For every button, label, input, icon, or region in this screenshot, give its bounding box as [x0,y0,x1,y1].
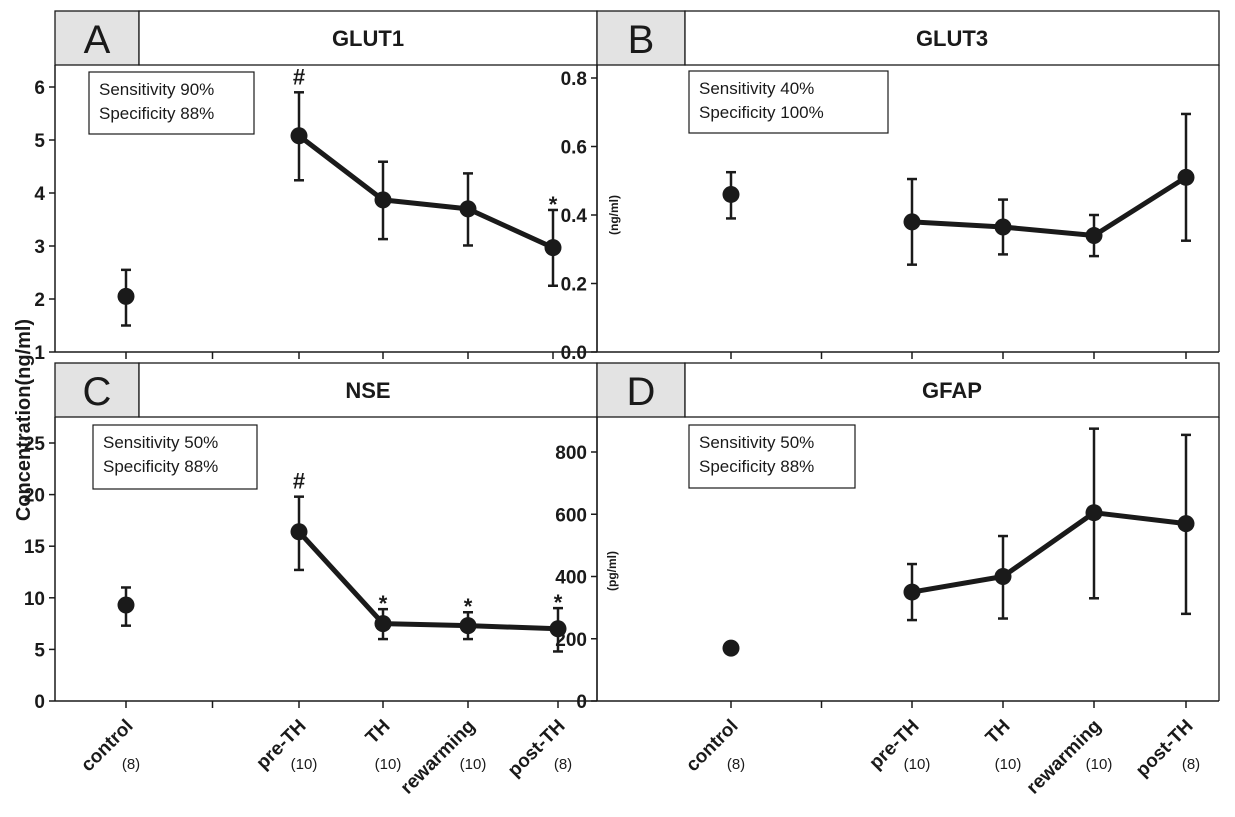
y-tick-label: 25 [24,434,46,455]
panel-letter: B [628,18,655,62]
data-point [903,213,921,231]
series-line [297,133,555,250]
specificity-text: Specificity 88% [103,457,218,476]
y-tick-label: 5 [34,640,45,661]
category-label: TH [982,716,1015,749]
panel-title: GLUT3 [916,26,988,51]
panel-title: NSE [345,378,390,403]
panel-letter: C [83,370,112,414]
panel-title: GFAP [922,378,982,403]
data-point [290,127,308,145]
y-tick-label: 600 [555,505,587,526]
significance-marker: # [293,469,305,494]
specificity-text: Specificity 88% [99,104,214,123]
sensitivity-text: Sensitivity 40% [699,79,814,98]
data-point [903,583,921,601]
panel-title-box [138,362,598,418]
sample-size-label: (10) [904,756,931,773]
y-tick-label: 4 [34,184,45,205]
data-point [117,287,135,305]
data-point [722,185,740,203]
y-tick-label: 400 [555,568,587,589]
y-tick-label: 0 [576,692,587,713]
y-tick-label: 0.2 [561,275,587,296]
sample-size-label: (8) [727,756,745,773]
stats-box [88,71,255,135]
stats-box [92,424,258,490]
panel-letter: A [84,18,111,62]
data-point [459,200,477,218]
sample-size-label: (8) [1182,756,1200,773]
shared-y-axis-label: Concentration(ng/ml) [13,319,35,521]
sample-size-label: (10) [1086,756,1113,773]
series-line [911,510,1187,595]
sample-size-label: (10) [291,756,318,773]
y-tick-label: 0 [34,692,45,713]
panel-title-box [684,362,1220,418]
sensitivity-text: Sensitivity 90% [99,80,214,99]
specificity-text: Specificity 88% [699,457,814,476]
significance-marker: * [554,590,563,615]
data-point [1177,168,1195,186]
sample-size-label: (8) [122,756,140,773]
panel-a: A GLUT1 1 2 3 4 5 6 Sensitivity 90% Specificity 8… [34,10,598,364]
series-line [911,175,1188,239]
y-tick-label: 5 [34,131,45,152]
data-point [117,596,135,614]
data-point [549,620,567,638]
sample-size-label: (10) [375,756,402,773]
y-tick-label: 10 [24,589,45,610]
y-tick-label: 15 [24,537,46,558]
sample-size-label: (8) [554,756,572,773]
data-point [459,617,477,635]
specificity-text: Specificity 100% [699,103,824,122]
y-tick-label: 20 [24,486,45,507]
y-tick-label: 6 [34,78,45,99]
data-point [1177,515,1195,533]
stats-box [688,70,889,134]
significance-marker: # [293,64,305,89]
significance-marker: * [379,591,388,616]
y-tick-label: 1 [34,343,45,364]
stats-box [688,424,856,489]
y-tick-label: 3 [34,237,45,258]
panel-letter-box [596,362,686,418]
data-point [1085,227,1103,245]
y-tick-label: 2 [34,290,45,311]
sensitivity-text: Sensitivity 50% [699,433,814,452]
sensitivity-text: Sensitivity 50% [103,433,218,452]
panel-b: B GLUT3 0.0 0.2 0.4 0.6 0.8 (ng/ml) Sensitivity … [561,10,1220,364]
y-axis-label: (pg/ml) [605,551,619,591]
data-point [374,615,392,633]
y-tick-label: 0.6 [561,138,587,159]
y-tick-label: 0.8 [561,69,587,90]
y-tick-label: 200 [555,630,587,651]
data-point [994,568,1012,585]
data-point [1085,504,1103,522]
panel-letter-box [54,362,140,418]
data-point [544,239,562,257]
sample-size-label: (10) [995,756,1022,773]
sample-size-label: (10) [460,756,487,773]
y-tick-label: 0.4 [561,206,588,227]
significance-marker: * [464,594,473,619]
data-point [994,218,1012,236]
panel-letter-box [596,10,686,66]
panel-title-box [684,10,1220,66]
data-point [374,191,392,209]
data-point [722,639,740,657]
y-tick-label: 800 [555,443,587,464]
data-point [290,523,308,541]
y-axis-label: (ng/ml) [607,195,621,235]
panel-title: GLUT1 [332,26,404,51]
significance-marker: * [549,192,558,217]
panel-letter: D [627,370,656,414]
series-line [297,530,559,632]
panel-d: D GFAP 0 200 400 600 800 (pg/ml) Sensitivity 50%… [555,362,1220,798]
category-label: TH [362,716,395,749]
panel-c: C NSE 0 5 10 15 20 25 Sensitivity 50% Specificity… [24,362,598,798]
y-tick-label: 0.0 [561,343,587,364]
panel-title-box [138,10,598,66]
